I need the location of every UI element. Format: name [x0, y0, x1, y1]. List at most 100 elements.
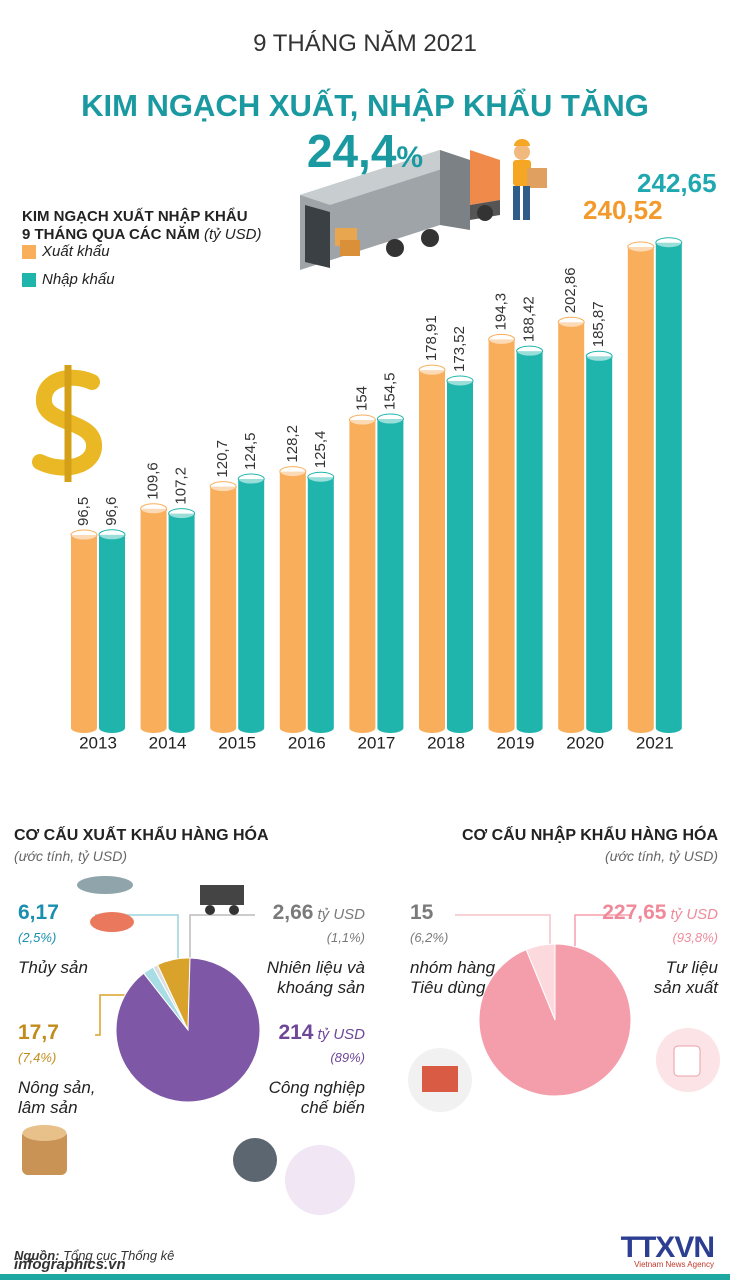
bar-chart-heading: KIM NGẠCH XUẤT NHẬP KHẨU 9 THÁNG QUA CÁC… — [22, 190, 261, 244]
x-tick-label: 2019 — [497, 733, 535, 752]
bar-cap — [557, 316, 585, 328]
value-label: 124,5 — [242, 432, 259, 470]
bar — [238, 479, 265, 728]
amount-label: 214 tỷ USD — [278, 1020, 365, 1045]
bar-chart-title: KIM NGẠCH XUẤT NHẬP KHẨU 9 THÁNG QUA CÁC… — [22, 208, 248, 243]
bar — [99, 534, 125, 728]
amount-value: 15 — [410, 901, 434, 924]
bar-cap — [307, 471, 335, 483]
value-label: 185,87 — [590, 301, 607, 347]
value-label: 128,2 — [284, 425, 301, 463]
amount-value: 227,65 — [602, 901, 667, 924]
bar-cap — [627, 241, 655, 253]
value-label: 120,7 — [214, 440, 231, 478]
bar-cap — [348, 414, 376, 426]
bar-cap — [237, 473, 265, 485]
logo: TTXVN — [620, 1231, 715, 1264]
value-label: 107,2 — [173, 467, 190, 505]
bar — [586, 356, 613, 728]
bar — [558, 322, 585, 728]
amount-value: 2,66 — [272, 901, 314, 924]
bar — [447, 380, 473, 728]
x-tick-label: 2015 — [218, 733, 256, 752]
bar — [71, 535, 97, 728]
dollar-illustration — [32, 365, 102, 482]
amount-label: 2,66 tỷ USD — [273, 900, 365, 925]
value-label: 194,3 — [493, 293, 510, 331]
bar — [627, 246, 654, 728]
bar-cap — [209, 481, 237, 493]
bar-cap — [446, 375, 474, 387]
share-label: (89%) — [330, 1050, 365, 1065]
category-label: Nông sản, lâm sản — [18, 1078, 96, 1118]
logo-subtitle: Vietnam News Agency — [634, 1260, 714, 1269]
bar — [140, 508, 167, 728]
legend-label: Nhập khẩu — [42, 271, 115, 288]
amount-value: 17,7 — [18, 1021, 59, 1044]
pie-title: CƠ CẤU NHẬP KHẨU HÀNG HÓA — [461, 827, 718, 844]
category-label: nhóm hàng Tiêu dùng — [410, 958, 496, 998]
amount-unit: tỷ USD — [670, 906, 718, 923]
amount-unit: tỷ USD — [317, 1026, 365, 1043]
source-text: Tổng cục Thống kê — [63, 1247, 175, 1263]
bar-cap — [140, 503, 168, 515]
amount-label: 6,17 — [18, 900, 59, 925]
bar — [516, 351, 543, 728]
value-label: 178,91 — [423, 315, 440, 361]
bar — [419, 370, 445, 728]
bar — [279, 471, 306, 728]
value-label: 242,65 — [637, 168, 717, 198]
amount-value: 6,17 — [18, 901, 59, 924]
x-tick-label: 2016 — [288, 733, 326, 752]
bar-cap — [376, 413, 404, 425]
header-title: KIM NGẠCH XUẤT, NHẬP KHẨU TĂNG — [81, 88, 649, 124]
bar — [655, 242, 682, 728]
bar — [488, 339, 515, 728]
category-label: Tư liệu sản xuất — [653, 958, 718, 998]
icons — [22, 876, 720, 1215]
bar — [307, 477, 334, 728]
value-label: 188,42 — [521, 296, 538, 342]
category-label: Nhiên liệu và khoáng sản — [266, 958, 365, 998]
value-label: 125,4 — [312, 431, 329, 469]
amount-unit: tỷ USD — [317, 906, 365, 923]
amount-label: 227,65 tỷ USD — [602, 900, 718, 925]
header-highlight: 24,4 — [306, 125, 397, 178]
legend-swatch — [22, 273, 36, 287]
x-tick-label: 2013 — [79, 733, 117, 752]
source-label: Nguồn: — [14, 1247, 60, 1263]
truck-illustration — [300, 150, 500, 270]
value-label: 154 — [353, 386, 370, 411]
bar-cap — [585, 350, 613, 362]
legend-swatch — [22, 245, 36, 259]
value-label: 202,86 — [562, 267, 579, 313]
bar-cap — [98, 529, 126, 541]
legend-label: Xuất khẩu — [41, 243, 110, 260]
share-label: (6,2%) — [410, 930, 449, 945]
share-label: (2,5%) — [18, 930, 57, 945]
header-highlight-unit: % — [396, 141, 424, 175]
bar-cap — [516, 345, 544, 357]
value-label: 240,52 — [583, 195, 663, 225]
share-label: (1,1%) — [326, 930, 365, 945]
x-tick-label: 2021 — [636, 733, 674, 752]
amount-label: 15 — [410, 900, 433, 925]
worker-illustration — [513, 139, 547, 220]
bar-cap — [70, 529, 98, 541]
bar-cap — [418, 364, 446, 376]
bar — [168, 513, 195, 728]
pie-slice — [115, 957, 261, 1103]
source: Nguồn: Tổng cục Thống kê — [14, 1232, 174, 1263]
value-label: 96,5 — [75, 497, 92, 526]
x-tick-label: 2020 — [566, 733, 604, 752]
x-tick-label: 2017 — [357, 733, 395, 752]
pie-subtitle: (ước tính, tỷ USD) — [604, 848, 718, 864]
bar-cap — [488, 333, 516, 345]
amount-value: 214 — [278, 1021, 314, 1044]
share-label: (7,4%) — [18, 1050, 57, 1065]
value-label: 173,52 — [451, 326, 468, 372]
website: infographics.vn — [14, 1256, 126, 1273]
bar — [349, 420, 376, 728]
